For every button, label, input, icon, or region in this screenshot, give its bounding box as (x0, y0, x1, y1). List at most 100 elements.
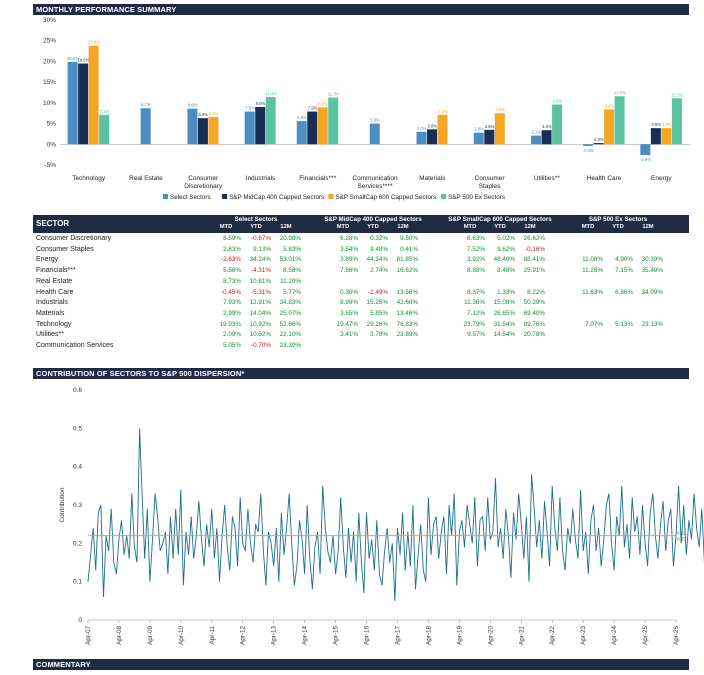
table-cell: 81.85% (396, 256, 418, 264)
y-tick-label: 10% (43, 100, 56, 107)
table-cell: 6.63% (467, 235, 485, 242)
table-row: Financials*** 5.56% -4.31% 8.58% 7.86% 2.74% 1… (33, 267, 689, 276)
table-cell: -5.31% (251, 288, 271, 296)
data-label: 5.0% (370, 118, 380, 123)
table-cell: 34.09% (641, 288, 663, 296)
table-cell: 29.26% (366, 320, 388, 328)
bar (583, 144, 594, 146)
table-cell: 25.07% (279, 309, 301, 317)
data-label: 8.9% (318, 101, 328, 106)
table-cell: 88.41% (523, 256, 545, 264)
table-row: Consumer Discretionary 8.59% -0.67% 20.98% 6… (33, 235, 689, 244)
table-group-title: Select Sectors (234, 216, 278, 223)
table-cell: 1.33% (497, 288, 515, 296)
data-label: 7.9% (245, 106, 255, 111)
bar (67, 61, 78, 145)
table-cell: 30.39% (641, 256, 663, 264)
data-label: 3.6% (427, 123, 437, 128)
table-cell: -0.70% (251, 342, 271, 349)
table-cell: 8.37% (467, 288, 485, 296)
data-label: 8.7% (141, 102, 151, 107)
table-row: Materials 2.99% 14.04% 25.07% 3.65% 5.85% 13.4… (33, 310, 689, 319)
x-tick-label: Apr-12 (240, 626, 247, 645)
table-cell: 8.59% (223, 235, 241, 242)
table-cell: -4.31% (251, 267, 271, 275)
y-tick-label: 0.6 (73, 387, 82, 394)
table-cell: 3.54% (340, 245, 358, 253)
row-sector-name: Consumer Discretionary (36, 235, 112, 242)
table-column-header: YTD (367, 224, 379, 230)
bar (473, 132, 484, 145)
data-label: 0.3% (594, 137, 604, 142)
bar (208, 116, 219, 145)
table-cell: 23.39% (279, 342, 301, 349)
table-cell: 7.52% (467, 245, 485, 253)
data-label: 2.8% (474, 127, 484, 132)
table-row: Consumer Staples 2.83% 9.13% 5.83% 3.54% 9.48… (33, 246, 689, 255)
x-tick-label: Apr-23 (580, 626, 587, 645)
bar (265, 97, 276, 145)
bar (614, 96, 625, 145)
table-cell: 8.48% (497, 267, 515, 275)
table-cell: 7.15% (615, 267, 633, 275)
table-cell: 5.05% (223, 342, 241, 349)
table-cell: 52.66% (279, 320, 301, 328)
table-cell: 23.89% (396, 331, 418, 339)
table-cell: 10.52% (249, 331, 271, 339)
table-cell: 4.90% (615, 256, 633, 264)
data-label: 19.5% (77, 58, 89, 63)
table-cell: 2.09% (223, 331, 241, 339)
data-label: -2.6% (640, 157, 651, 162)
bar (671, 98, 682, 145)
dispersion-line-chart: 0 0.1 0.2 0.3 0.4 0.5 0.6 Contribution Apr-07 Apr… (59, 387, 704, 645)
monthly-performance-bar-chart: -5% 0% 5% 10% 15% 20% 25% 30% 19.9%19.5% 23.8% 7.1… (43, 17, 690, 201)
x-tick-label: Apr-13 (271, 626, 278, 645)
table-cell: 5.13% (615, 320, 633, 328)
table-cell: 14.04% (249, 309, 271, 317)
data-label: 7.1% (100, 109, 110, 114)
y-tick-label: 0% (47, 141, 57, 148)
bar (328, 97, 339, 145)
bar (88, 45, 99, 145)
legend-entry: S&P MidCap 400 Capped Sectors (229, 194, 324, 201)
table-header: SECTOR Select Sectors MTD YTD 12M S&P MidCap… (33, 215, 689, 233)
bar (187, 108, 198, 145)
table-cell: 26.65% (493, 309, 515, 317)
table-cell: 3.89% (340, 256, 358, 264)
table-cell: 20.98% (279, 235, 301, 242)
x-tick-label: Apr-21 (518, 626, 525, 645)
category-label: Staples (479, 183, 501, 190)
row-sector-name: Materials (36, 309, 65, 317)
data-label: 8.4% (605, 103, 615, 108)
table-cell: 34.83% (279, 299, 301, 307)
category-label: Consumer (475, 175, 506, 182)
y-tick-label: 25% (43, 38, 56, 45)
data-label: 3.0% (417, 126, 427, 131)
data-label: 3.9% (662, 122, 672, 127)
x-tick-label: Apr-25 (642, 626, 649, 645)
table-cell: 9.50% (400, 235, 418, 242)
y-tick-label: 0 (78, 617, 82, 624)
table-cell: 14.54% (493, 331, 515, 339)
table-cell: 42.66% (396, 299, 418, 307)
bar (244, 111, 255, 145)
x-tick-label: Apr-26 (673, 626, 680, 645)
sector-column-header: SECTOR (36, 219, 70, 228)
table-cell: 5.77% (283, 288, 301, 296)
row-sector-name: Financials*** (36, 267, 76, 275)
table-cell: 9.57% (467, 331, 485, 339)
y-tick-label: 0.5 (73, 425, 82, 432)
y-tick-label: 0.3 (73, 502, 82, 509)
table-column-header: MTD (581, 224, 595, 230)
table-cell: 13.56% (396, 288, 418, 296)
data-label: 3.4% (542, 124, 552, 129)
table-cell: 8.88% (467, 267, 485, 275)
category-label: Financials*** (299, 175, 336, 182)
x-tick-label: Apr-17 (394, 626, 401, 645)
table-cell: 48.40% (493, 256, 515, 264)
table-column-header: 12M (397, 224, 409, 230)
table-cell: 11.08% (582, 256, 603, 264)
data-label: 9.0% (256, 101, 266, 106)
data-label: 6.6% (209, 111, 219, 116)
data-label: 11.3% (328, 91, 340, 96)
